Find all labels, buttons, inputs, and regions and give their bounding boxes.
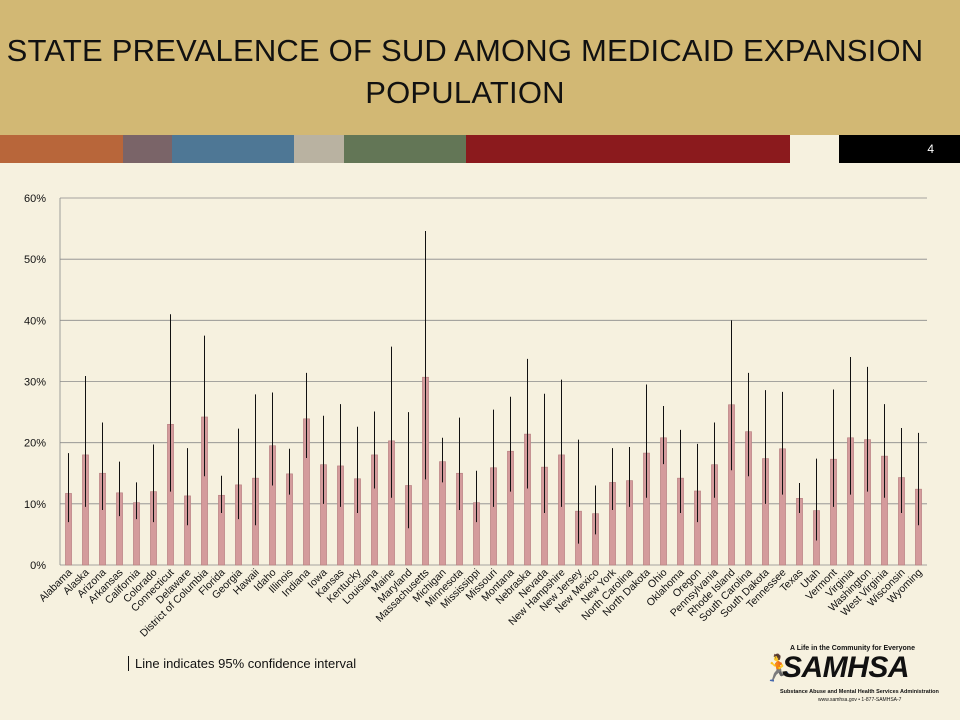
prevalence-bar-chart: 0%10%20%30%40%50%60%AlabamaAlaskaArizona… <box>24 193 927 639</box>
color-strip <box>0 135 960 163</box>
logo-subtitle: Substance Abuse and Mental Health Servic… <box>780 689 939 695</box>
y-tick-label: 10% <box>24 499 46 511</box>
samhsa-logo: 🏃 A Life in the Community for Everyone S… <box>760 645 940 715</box>
color-strip-segment <box>0 135 123 163</box>
color-strip-segment <box>294 135 344 163</box>
color-strip-segment <box>172 135 294 163</box>
color-strip-segment <box>466 135 790 163</box>
y-tick-label: 0% <box>30 560 46 572</box>
page-number: 4 <box>839 135 960 163</box>
confidence-interval-note: Line indicates 95% confidence interval <box>128 656 356 671</box>
error-bar-legend-icon <box>128 656 129 671</box>
logo-contact: www.samhsa.gov • 1-877-SAMHSA-7 <box>818 697 902 703</box>
y-tick-label: 30% <box>24 377 46 389</box>
title-line-2: POPULATION <box>365 75 565 110</box>
y-tick-label: 40% <box>24 315 46 327</box>
page-title: STATE PREVALENCE OF SUD AMONG MEDICAID E… <box>0 30 930 114</box>
y-tick-label: 50% <box>24 254 46 266</box>
logo-tagline: A Life in the Community for Everyone <box>790 645 915 652</box>
title-line-1: STATE PREVALENCE OF SUD AMONG MEDICAID E… <box>6 33 924 68</box>
color-strip-segment <box>344 135 466 163</box>
y-tick-label: 60% <box>24 193 46 205</box>
y-tick-label: 20% <box>24 438 46 450</box>
color-strip-segment <box>123 135 172 163</box>
color-strip-segment <box>790 135 840 163</box>
person-figure-icon: 🏃 <box>762 653 795 683</box>
legend-note-text: Line indicates 95% confidence interval <box>135 656 357 671</box>
header-banner: STATE PREVALENCE OF SUD AMONG MEDICAID E… <box>0 0 960 135</box>
logo-brand: SAMHSA <box>782 651 910 684</box>
